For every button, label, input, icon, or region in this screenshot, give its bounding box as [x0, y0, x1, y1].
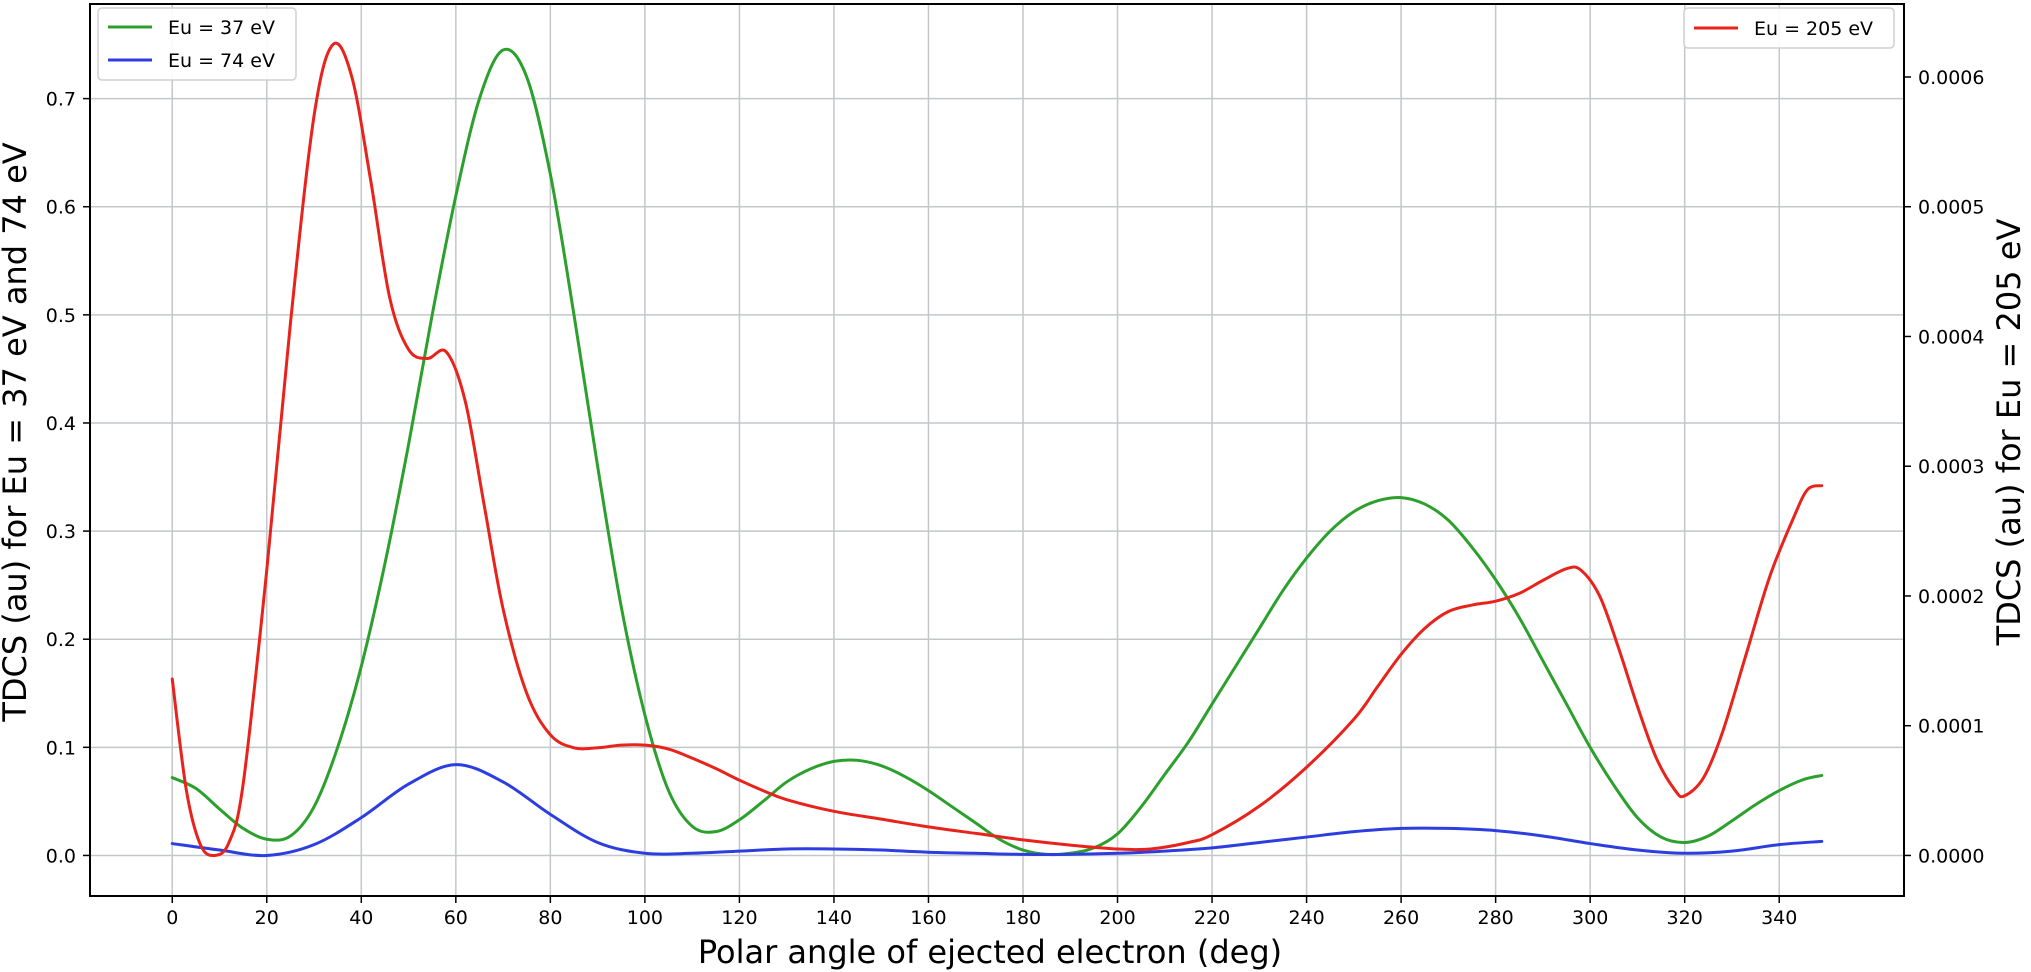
- x-tick-label-260: 260: [1383, 907, 1419, 929]
- legend-right-box: [1683, 7, 1895, 49]
- right-y-axis-title: TDCS (au) for Eu = 205 eV: [1990, 219, 2028, 647]
- grid-lines: [90, 4, 1904, 896]
- right-y-tick-label-0: 0.0000: [1918, 845, 1984, 867]
- legend-right: Eu = 205 eV: [1683, 7, 1895, 49]
- series-line-eu-74-ev: [170, 763, 1824, 858]
- left-y-tick-label-6: 0.6: [46, 197, 76, 219]
- x-tick-label-220: 220: [1194, 907, 1230, 929]
- left-y-tick-label-3: 0.3: [46, 521, 76, 543]
- x-tick-label-0: 0: [166, 907, 178, 929]
- right-y-tick-label-5: 0.0005: [1918, 197, 1984, 219]
- plot-frame: [89, 3, 1905, 897]
- right-y-tick-label-6: 0.0006: [1918, 67, 1984, 89]
- x-tick-label-140: 140: [816, 907, 852, 929]
- series-line-eu-37-ev: [170, 47, 1824, 857]
- left-y-tick-label-0: 0.0: [46, 845, 76, 867]
- legend-left: Eu = 37 eV Eu = 74 eV: [97, 7, 297, 81]
- x-tick-label-240: 240: [1288, 907, 1324, 929]
- x-tick-label-200: 200: [1099, 907, 1135, 929]
- series-line-eu-205-ev: [170, 41, 1824, 858]
- left-y-tick-label-2: 0.2: [46, 629, 76, 651]
- legend-label-37ev: Eu = 37 eV: [168, 17, 275, 39]
- left-y-tick-label-1: 0.1: [46, 737, 76, 759]
- x-tick-label-280: 280: [1478, 907, 1514, 929]
- series-lines: [170, 41, 1824, 858]
- left-y-tick-label-5: 0.5: [46, 305, 76, 327]
- legend-label-205ev: Eu = 205 eV: [1754, 18, 1873, 40]
- x-tick-label-60: 60: [444, 907, 468, 929]
- right-y-axis-ticks: 0.0000 0.0001 0.0002 0.0003 0.0004 0.0005 0.00…: [1904, 67, 1984, 867]
- x-tick-label-300: 300: [1572, 907, 1608, 929]
- right-y-tick-label-2: 0.0002: [1918, 586, 1984, 608]
- x-tick-label-120: 120: [721, 907, 757, 929]
- right-y-tick-label-3: 0.0003: [1918, 456, 1984, 478]
- x-tick-label-180: 180: [1005, 907, 1041, 929]
- x-tick-label-100: 100: [627, 907, 663, 929]
- left-y-tick-label-7: 0.7: [46, 89, 76, 111]
- x-tick-label-340: 340: [1761, 907, 1797, 929]
- left-y-axis-ticks: 0.0 0.1 0.2 0.3 0.4 0.5 0.6 0.7: [46, 89, 90, 867]
- x-tick-label-160: 160: [910, 907, 946, 929]
- legend-label-74ev: Eu = 74 eV: [168, 50, 275, 72]
- x-axis-title: Polar angle of ejected electron (deg): [698, 933, 1282, 971]
- x-axis-ticks: 0 20 40 60 80 100 120 140 160 180 200 220 240 260 280 3…: [166, 896, 1797, 929]
- x-tick-label-40: 40: [349, 907, 373, 929]
- x-tick-label-80: 80: [538, 907, 562, 929]
- right-y-tick-label-4: 0.0004: [1918, 326, 1984, 348]
- x-tick-label-320: 320: [1667, 907, 1703, 929]
- left-y-tick-label-4: 0.4: [46, 413, 76, 435]
- right-y-tick-label-1: 0.0001: [1918, 716, 1984, 738]
- left-y-axis-title: TDCS (au) for Eu = 37 eV and 74 eV: [0, 142, 34, 722]
- x-tick-label-20: 20: [255, 907, 279, 929]
